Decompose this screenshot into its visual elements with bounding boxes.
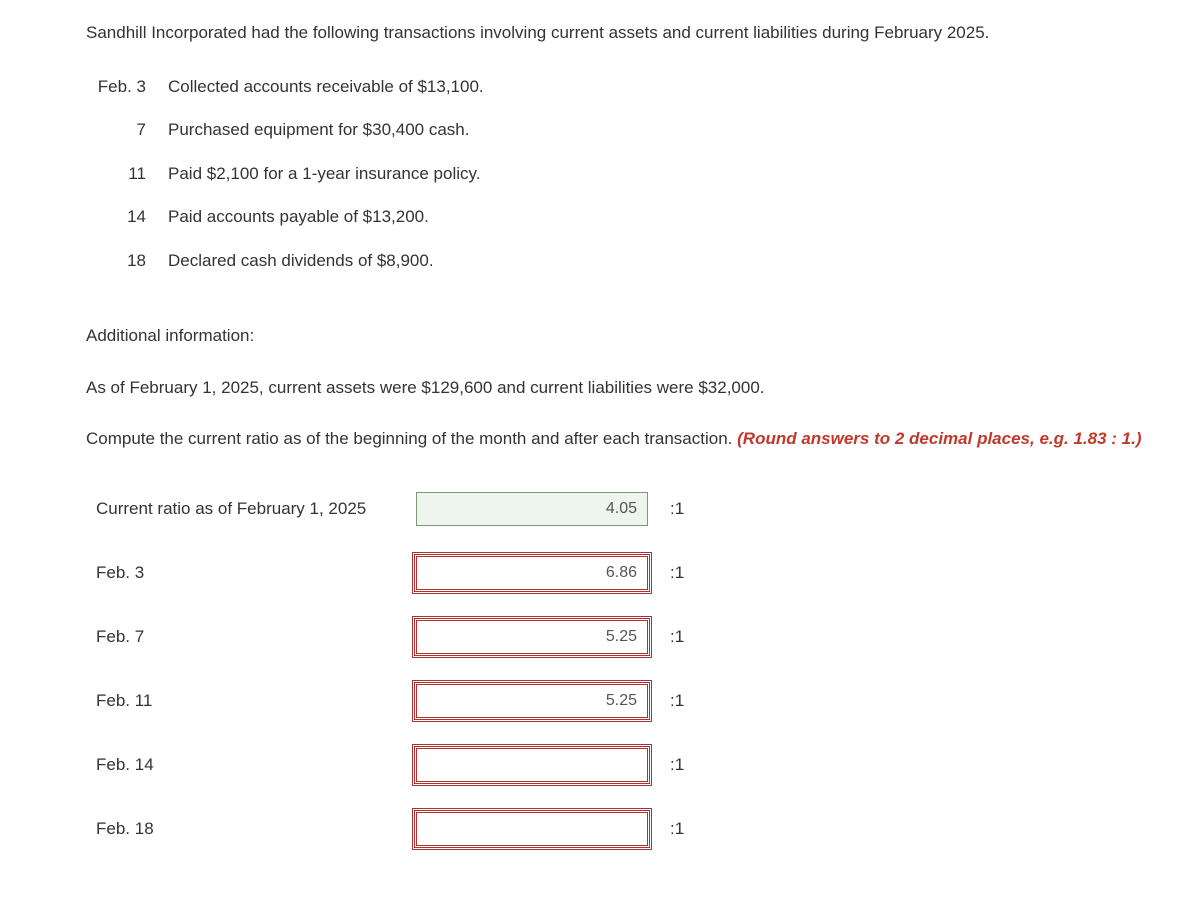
answer-row: Feb. 11 :1 xyxy=(96,684,1200,718)
ratio-suffix: :1 xyxy=(670,560,700,586)
transaction-date: 11 xyxy=(96,161,168,187)
transaction-desc: Collected accounts receivable of $13,100… xyxy=(168,74,1200,100)
answer-row: Feb. 3 :1 xyxy=(96,556,1200,590)
compute-text-main: Compute the current ratio as of the begi… xyxy=(86,429,737,448)
answer-label: Current ratio as of February 1, 2025 xyxy=(96,496,416,522)
transaction-date: Feb. 3 xyxy=(96,74,168,100)
answer-input-wrap xyxy=(416,620,648,654)
answer-label: Feb. 7 xyxy=(96,624,416,650)
answer-input-wrap xyxy=(416,684,648,718)
transaction-row: Feb. 3 Collected accounts receivable of … xyxy=(96,74,1200,100)
answer-input-wrap xyxy=(416,748,648,782)
additional-label: Additional information: xyxy=(86,323,1200,349)
answer-row: Feb. 7 :1 xyxy=(96,620,1200,654)
ratio-suffix: :1 xyxy=(670,496,700,522)
answer-row: Current ratio as of February 1, 2025 :1 xyxy=(96,492,1200,526)
answers-section: Current ratio as of February 1, 2025 :1 … xyxy=(96,492,1200,846)
ratio-input-feb7[interactable] xyxy=(416,620,648,654)
ratio-input-feb14[interactable] xyxy=(416,748,648,782)
ratio-input-feb3[interactable] xyxy=(416,556,648,590)
ratio-suffix: :1 xyxy=(670,752,700,778)
answer-label: Feb. 11 xyxy=(96,688,416,714)
answer-label: Feb. 3 xyxy=(96,560,416,586)
transaction-desc: Purchased equipment for $30,400 cash. xyxy=(168,117,1200,143)
compute-hint: (Round answers to 2 decimal places, e.g.… xyxy=(737,429,1141,448)
answer-label: Feb. 14 xyxy=(96,752,416,778)
transaction-desc: Paid accounts payable of $13,200. xyxy=(168,204,1200,230)
ratio-suffix: :1 xyxy=(670,816,700,842)
transaction-desc: Declared cash dividends of $8,900. xyxy=(168,248,1200,274)
intro-text: Sandhill Incorporated had the following … xyxy=(86,20,1200,46)
ratio-suffix: :1 xyxy=(670,624,700,650)
answer-input-wrap xyxy=(416,556,648,590)
compute-instruction: Compute the current ratio as of the begi… xyxy=(86,426,1166,452)
ratio-input-feb18[interactable] xyxy=(416,812,648,846)
ratio-input-feb11[interactable] xyxy=(416,684,648,718)
ratio-suffix: :1 xyxy=(670,688,700,714)
transaction-row: 11 Paid $2,100 for a 1-year insurance po… xyxy=(96,161,1200,187)
ratio-input-feb1[interactable] xyxy=(416,492,648,526)
answer-input-wrap xyxy=(416,492,648,526)
transaction-row: 18 Declared cash dividends of $8,900. xyxy=(96,248,1200,274)
transaction-row: 14 Paid accounts payable of $13,200. xyxy=(96,204,1200,230)
transactions-list: Feb. 3 Collected accounts receivable of … xyxy=(96,74,1200,274)
additional-info: As of February 1, 2025, current assets w… xyxy=(86,375,1200,401)
transaction-date: 7 xyxy=(96,117,168,143)
transaction-date: 14 xyxy=(96,204,168,230)
transaction-date: 18 xyxy=(96,248,168,274)
transaction-row: 7 Purchased equipment for $30,400 cash. xyxy=(96,117,1200,143)
answer-row: Feb. 14 :1 xyxy=(96,748,1200,782)
transaction-desc: Paid $2,100 for a 1-year insurance polic… xyxy=(168,161,1200,187)
answer-row: Feb. 18 :1 xyxy=(96,812,1200,846)
answer-input-wrap xyxy=(416,812,648,846)
answer-label: Feb. 18 xyxy=(96,816,416,842)
